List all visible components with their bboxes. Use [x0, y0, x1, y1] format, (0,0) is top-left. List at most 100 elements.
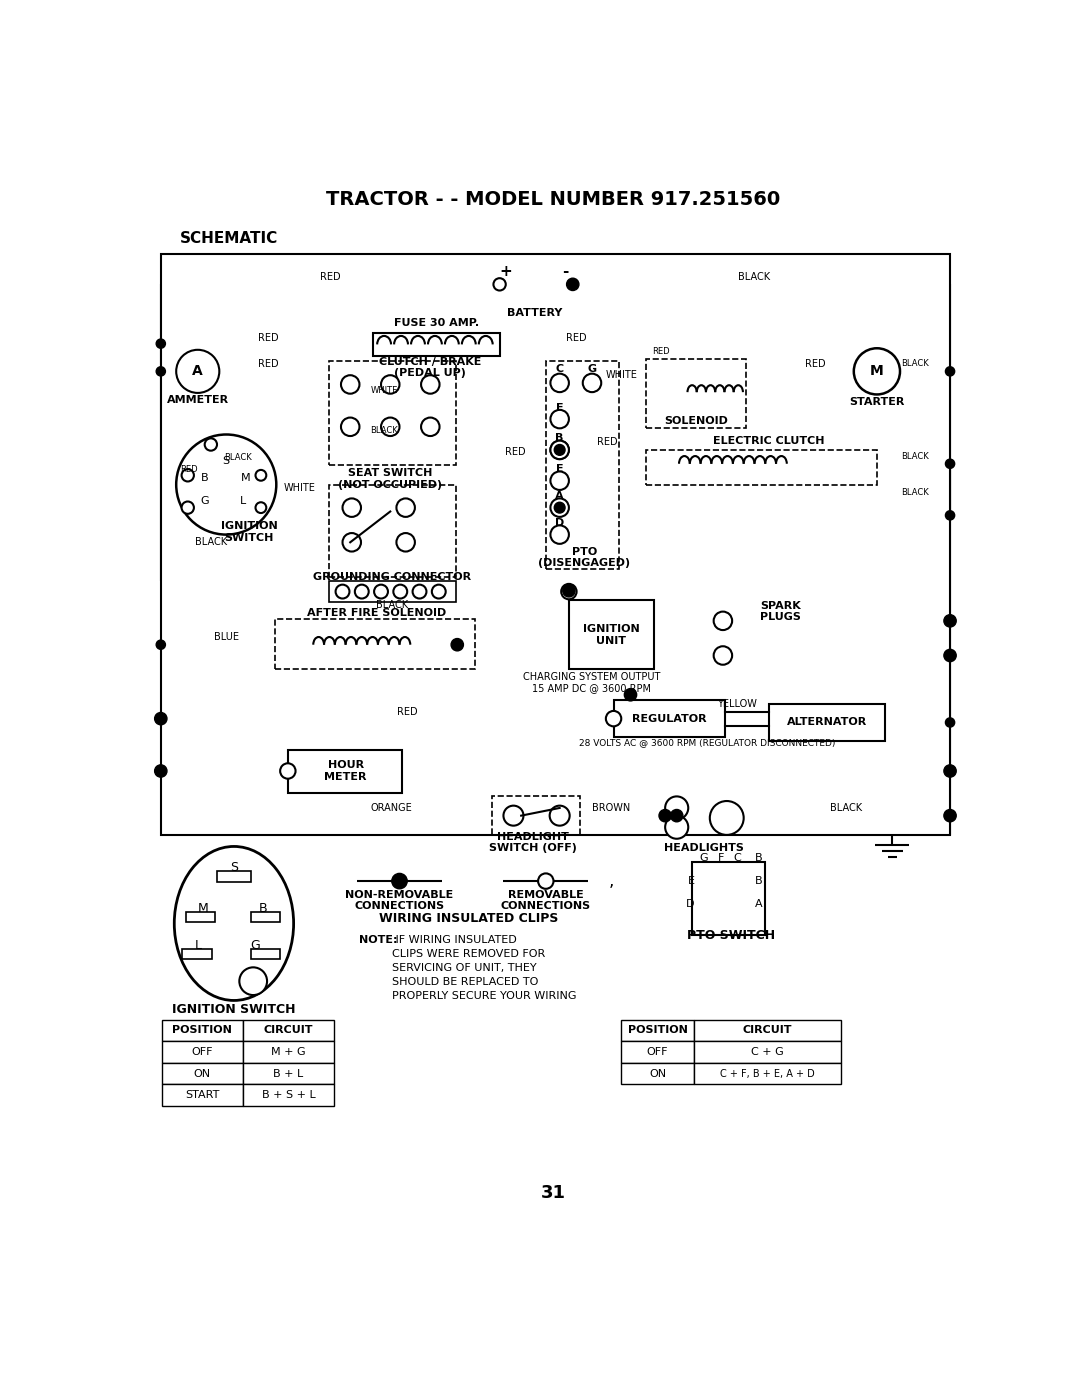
Text: +: +: [499, 264, 512, 279]
Text: G: G: [700, 852, 708, 864]
Bar: [621, 1063, 694, 1085]
Bar: [251, 912, 280, 921]
Circle shape: [396, 498, 415, 517]
Text: BLACK: BLACK: [831, 803, 862, 813]
Circle shape: [563, 584, 575, 597]
Text: B: B: [755, 852, 762, 864]
Circle shape: [157, 340, 165, 348]
Circle shape: [432, 584, 446, 598]
Circle shape: [944, 810, 956, 822]
Text: SEAT SWITCH
(NOT OCCUPIED): SEAT SWITCH (NOT OCCUPIED): [338, 469, 443, 490]
Text: D: D: [555, 518, 564, 528]
Text: CLUTCH / BRAKE
(PEDAL UP): CLUTCH / BRAKE (PEDAL UP): [379, 356, 482, 378]
Text: 31: 31: [541, 1184, 566, 1202]
Text: HEADLIGHT
SWITCH (OFF): HEADLIGHT SWITCH (OFF): [489, 832, 577, 854]
Text: BLACK: BLACK: [376, 601, 408, 610]
Text: RED: RED: [180, 465, 198, 473]
Text: OFF: OFF: [191, 1046, 213, 1057]
Text: RED: RED: [396, 707, 418, 716]
Text: NOTE:: NOTE:: [360, 935, 397, 945]
Text: OFF: OFF: [647, 1046, 669, 1057]
Circle shape: [421, 418, 440, 436]
Text: E: E: [687, 876, 694, 886]
Text: G: G: [201, 496, 210, 506]
Text: POSITION: POSITION: [627, 1026, 687, 1035]
Text: S: S: [222, 456, 230, 466]
Text: F: F: [717, 852, 724, 864]
Text: B + S + L: B + S + L: [261, 1090, 315, 1100]
Bar: [569, 600, 653, 670]
Text: E: E: [556, 465, 564, 474]
Circle shape: [710, 802, 744, 835]
Text: BLACK: BLACK: [224, 454, 252, 462]
Text: -: -: [562, 264, 568, 279]
Text: RED: RED: [258, 359, 279, 368]
Text: M: M: [198, 902, 208, 914]
Text: A: A: [192, 364, 203, 378]
Circle shape: [342, 498, 361, 517]
Text: C + G: C + G: [752, 1046, 784, 1057]
Text: FUSE 30 AMP.: FUSE 30 AMP.: [394, 318, 480, 327]
Circle shape: [551, 374, 569, 392]
Circle shape: [659, 810, 672, 822]
Circle shape: [154, 712, 167, 725]
Circle shape: [944, 649, 956, 661]
Bar: [243, 1020, 334, 1041]
Bar: [162, 1063, 243, 1085]
Text: CHARGING SYSTEM OUTPUT
15 AMP DC @ 3600 RPM: CHARGING SYSTEM OUTPUT 15 AMP DC @ 3600 …: [524, 671, 661, 693]
Circle shape: [240, 968, 267, 996]
Text: STARTER: STARTER: [849, 397, 905, 407]
Text: M + G: M + G: [271, 1046, 306, 1057]
Text: RED: RED: [805, 359, 825, 368]
Text: RED: RED: [566, 333, 586, 344]
Text: C: C: [555, 364, 564, 374]
Circle shape: [551, 525, 569, 544]
Text: AFTER FIRE SOLENOID: AFTER FIRE SOLENOID: [307, 608, 446, 619]
Circle shape: [714, 612, 732, 630]
Bar: [288, 751, 402, 792]
Text: BROWN: BROWN: [592, 803, 631, 813]
Circle shape: [945, 367, 955, 375]
Bar: [545, 362, 619, 569]
Circle shape: [256, 470, 267, 481]
Circle shape: [176, 349, 219, 393]
Bar: [183, 949, 212, 958]
Text: AMMETER: AMMETER: [166, 395, 229, 404]
Text: G: G: [251, 939, 260, 952]
Circle shape: [336, 584, 350, 598]
Circle shape: [342, 534, 361, 551]
Text: B: B: [201, 473, 208, 484]
Circle shape: [381, 418, 400, 436]
Circle shape: [451, 638, 463, 650]
Circle shape: [665, 815, 688, 839]
Bar: [162, 1020, 243, 1041]
Bar: [694, 1020, 840, 1041]
Text: ORANGE: ORANGE: [370, 803, 413, 813]
Text: BLACK: BLACK: [194, 538, 227, 547]
Text: SPARK
PLUGS: SPARK PLUGS: [760, 601, 801, 623]
Text: L: L: [194, 939, 201, 952]
Bar: [373, 333, 500, 356]
Circle shape: [381, 375, 400, 393]
Circle shape: [551, 472, 569, 490]
Bar: [621, 1041, 694, 1063]
Text: B + L: B + L: [273, 1068, 303, 1078]
Text: WHITE: WHITE: [370, 386, 397, 395]
Text: SCHEMATIC: SCHEMATIC: [180, 231, 279, 246]
Text: BLACK: BLACK: [902, 451, 929, 461]
Circle shape: [413, 584, 427, 598]
Circle shape: [393, 584, 407, 598]
Bar: [646, 359, 746, 429]
Text: WIRING INSULATED CLIPS: WIRING INSULATED CLIPS: [379, 912, 558, 924]
Text: L: L: [240, 496, 246, 506]
Text: C + F, B + E, A + D: C + F, B + E, A + D: [720, 1068, 815, 1078]
Text: BLACK: BLACK: [370, 426, 397, 434]
Circle shape: [624, 689, 637, 701]
Circle shape: [562, 584, 577, 600]
Text: PTO
(DISENGAGED): PTO (DISENGAGED): [538, 547, 631, 568]
Circle shape: [503, 806, 524, 825]
Circle shape: [176, 434, 276, 535]
Circle shape: [494, 278, 505, 290]
Circle shape: [551, 410, 569, 429]
Bar: [161, 253, 950, 835]
